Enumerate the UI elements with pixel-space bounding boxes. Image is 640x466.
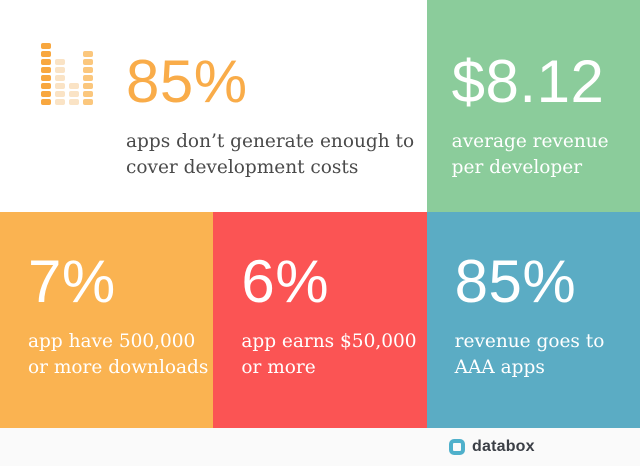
tile-dev-costs-content: 85% apps don’t generate enough to cover … [126, 52, 414, 181]
stat-description: app earns $50,000 or more [241, 329, 416, 381]
equalizer-bars-icon [41, 43, 93, 105]
equalizer-block [69, 83, 79, 89]
stat-description-line1: average revenue [451, 131, 609, 152]
stat-description-line2: or more [241, 357, 316, 378]
stat-value: 7% [28, 248, 116, 315]
equalizer-block [83, 51, 93, 57]
equalizer-block [41, 67, 51, 73]
equalizer-block [55, 75, 65, 81]
stat-description: app have 500,000 or more downloads [28, 329, 208, 381]
equalizer-block [69, 99, 79, 105]
stat-description-line1: apps don’t generate enough to [126, 131, 415, 152]
stat-description: revenue goes to AAA apps [455, 329, 605, 381]
stat-value: $8.12 [451, 48, 605, 115]
stat-description-line2: cover development costs [126, 157, 359, 178]
equalizer-block [41, 99, 51, 105]
equalizer-block [41, 91, 51, 97]
equalizer-block [83, 99, 93, 105]
stat-description: apps don’t generate enough to cover deve… [126, 129, 414, 181]
equalizer-block [55, 83, 65, 89]
equalizer-block [69, 91, 79, 97]
stat-description: average revenue per developer [452, 129, 609, 181]
equalizer-block [83, 91, 93, 97]
tile-avg-revenue: $8.12 average revenue per developer [426, 0, 640, 212]
tile-downloads: 7% app have 500,000 or more downloads [0, 212, 214, 428]
tile-dev-costs: 85% apps don’t generate enough to cover … [0, 0, 427, 212]
stat-value: 85% [454, 248, 577, 315]
tile-earnings-content: 6% app earns $50,000 or more [241, 252, 416, 381]
equalizer-block [41, 59, 51, 65]
stat-description-line2: or more downloads [28, 357, 209, 378]
equalizer-block [83, 83, 93, 89]
tile-aaa-revenue-content: 85% revenue goes to AAA apps [455, 252, 605, 381]
bottom-row: 7% app have 500,000 or more downloads 6%… [0, 212, 640, 428]
equalizer-block [83, 67, 93, 73]
equalizer-block [55, 59, 65, 65]
footer: databox [0, 428, 640, 466]
equalizer-block [41, 75, 51, 81]
equalizer-block [41, 43, 51, 49]
equalizer-block [41, 83, 51, 89]
databox-brand-text: databox [472, 438, 535, 455]
stat-value: 85% [126, 48, 248, 115]
databox-logo-icon [449, 439, 465, 455]
stat-description-line1: app have 500,000 [28, 331, 196, 352]
stat-description-line2: per developer [451, 157, 583, 178]
stat-description-line1: revenue goes to [454, 331, 605, 352]
tile-avg-revenue-content: $8.12 average revenue per developer [452, 52, 609, 181]
equalizer-block [41, 51, 51, 57]
stat-value: 6% [241, 248, 330, 315]
tile-earnings: 6% app earns $50,000 or more [213, 212, 427, 428]
tile-downloads-content: 7% app have 500,000 or more downloads [28, 252, 208, 381]
top-row: 85% apps don’t generate enough to cover … [0, 0, 640, 212]
stat-description-line2: AAA apps [454, 357, 545, 378]
equalizer-block [83, 59, 93, 65]
equalizer-block [55, 99, 65, 105]
stat-description-line1: app earns $50,000 [241, 331, 417, 352]
equalizer-block [55, 91, 65, 97]
equalizer-block [55, 67, 65, 73]
equalizer-block [83, 75, 93, 81]
tile-aaa-revenue: 85% revenue goes to AAA apps [426, 212, 640, 428]
